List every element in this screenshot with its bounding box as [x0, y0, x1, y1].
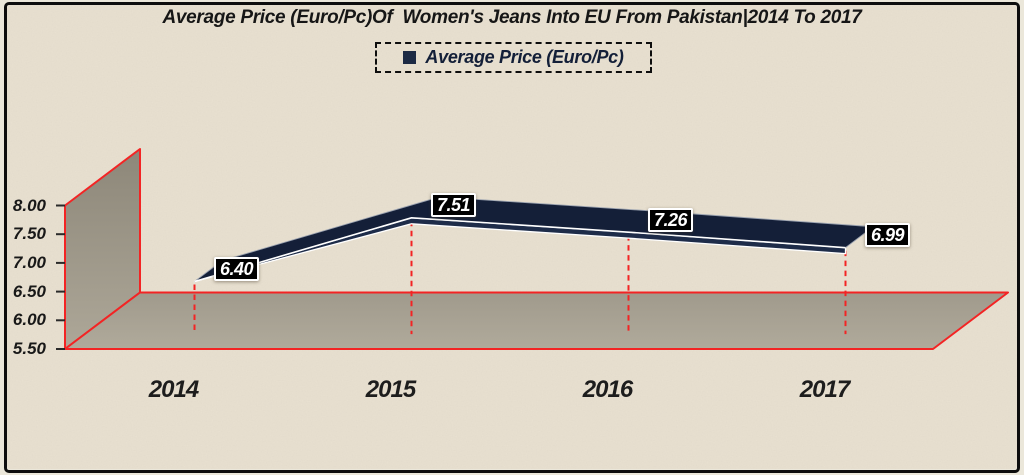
data-point-label: 7.51 [431, 193, 476, 217]
legend: Average Price (Euro/Pc) [375, 42, 652, 73]
y-axis-tick-label: 7.50 [12, 224, 46, 244]
x-axis-category-label: 2016 [582, 376, 633, 403]
x-axis-category-label: 2017 [799, 376, 850, 403]
data-point-label: 7.26 [648, 208, 693, 232]
legend-label: Average Price (Euro/Pc) [425, 47, 624, 67]
x-axis-category-label: 2014 [148, 376, 199, 403]
y-axis-tick-label: 5.50 [12, 339, 46, 358]
y-axis-tick-label: 8.00 [12, 195, 46, 215]
y-axis-tick-label: 7.00 [12, 252, 46, 272]
x-axis-category-label: 2015 [365, 376, 416, 403]
data-point-label: 6.99 [865, 223, 910, 247]
floor-3d [64, 291, 1009, 350]
paper-texture [7, 5, 1017, 469]
ribbon-front-edge [194, 217, 846, 283]
legend-marker-icon [403, 51, 417, 64]
chart-title: Average Price (Euro/Pc)Of Women's Jeans … [162, 7, 862, 28]
y-axis-tick-label: 6.50 [12, 281, 46, 301]
data-point-label: 6.40 [214, 257, 259, 281]
y-axis-tick-label: 6.00 [12, 310, 46, 330]
